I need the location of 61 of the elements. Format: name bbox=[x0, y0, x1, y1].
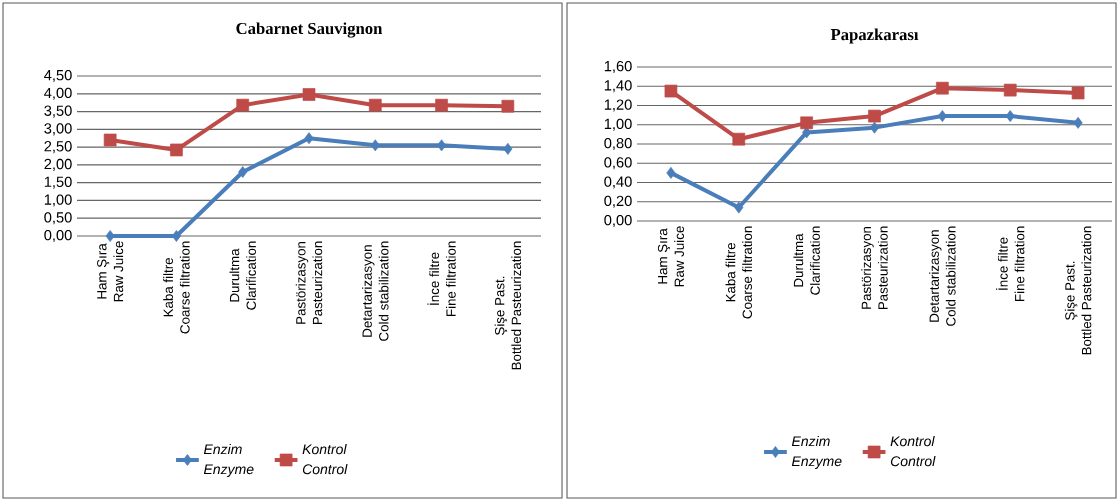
legend-label: Kontrol Control bbox=[890, 435, 936, 467]
y-tick-label: 1,20 bbox=[604, 99, 632, 112]
y-tick-label: 0,80 bbox=[604, 137, 632, 151]
x-tick-label: Şişe Past. Bottled Pasteurization bbox=[494, 241, 522, 370]
point bbox=[1071, 86, 1085, 100]
point bbox=[937, 110, 947, 123]
point bbox=[503, 142, 513, 155]
y-tick-label: 1,40 bbox=[604, 80, 632, 93]
x-tick-label: Pastörizasyon Pasteurization bbox=[295, 241, 323, 325]
x-tick-label: Kaba filtre Coarse filtration bbox=[163, 241, 190, 334]
point bbox=[435, 98, 448, 112]
y-tick-label: 4,00 bbox=[44, 87, 72, 100]
point bbox=[734, 201, 744, 214]
x-tick-label: Durultma Clarification bbox=[793, 226, 820, 295]
x-tick-label: Pastörizasyon Pasteurization bbox=[861, 226, 888, 310]
x-tick-label: Detartarizasyon Cold stabilization bbox=[929, 226, 956, 326]
point bbox=[238, 166, 248, 178]
y-tick-label: 0,60 bbox=[604, 157, 632, 170]
point bbox=[236, 98, 250, 112]
y-tick-label: 1,60 bbox=[604, 60, 632, 74]
point bbox=[368, 98, 382, 112]
point bbox=[1003, 83, 1017, 97]
point bbox=[936, 81, 949, 95]
y-tick-label: 2,00 bbox=[44, 158, 72, 171]
y-tick-label: 1,00 bbox=[604, 118, 632, 131]
x-tick-label: İnce filtre Fine filtration bbox=[427, 241, 456, 316]
y-tick-label: 0,00 bbox=[604, 214, 632, 228]
point bbox=[501, 99, 515, 113]
y-tick-label: 2,50 bbox=[44, 141, 72, 154]
point bbox=[800, 116, 813, 130]
x-tick-label: Durultma Clarification bbox=[229, 241, 256, 310]
legend-label: Kontrol Control bbox=[302, 443, 348, 475]
point bbox=[664, 84, 678, 98]
legend-label: Enzim Enzyme bbox=[203, 443, 254, 477]
point bbox=[304, 132, 314, 145]
x-tick-label: Ham Şıra Raw Juice bbox=[97, 241, 124, 302]
chart-title: Papazkarası bbox=[830, 28, 919, 44]
point bbox=[666, 166, 676, 179]
y-tick-label: 1,50 bbox=[44, 176, 72, 189]
x-tick-label: Detartarizasyon Cold stabilization bbox=[362, 241, 389, 341]
y-tick-label: 1,00 bbox=[44, 194, 72, 207]
point bbox=[732, 132, 746, 146]
y-tick-label: 0,50 bbox=[44, 212, 72, 225]
point bbox=[302, 88, 316, 101]
x-tick-label: Şişe Past. Bottled Pasteurization bbox=[1064, 226, 1092, 355]
point bbox=[103, 133, 117, 147]
y-tick-label: 0,00 bbox=[44, 229, 72, 243]
y-tick-label: 0,20 bbox=[604, 195, 632, 208]
y-tick-label: 0,40 bbox=[604, 176, 632, 189]
point bbox=[170, 143, 183, 157]
x-tick-label: İnce filtre Fine filtration bbox=[996, 226, 1025, 301]
point bbox=[370, 139, 380, 152]
y-tick-label: 4,50 bbox=[44, 69, 72, 83]
legend-label: Enzim Enzyme bbox=[791, 435, 842, 469]
point bbox=[868, 109, 881, 123]
y-tick-label: 3,50 bbox=[44, 105, 72, 118]
x-tick-label: Ham Şıra Raw Juice bbox=[657, 226, 684, 287]
chart-title: Cabarnet Sauvignon bbox=[236, 22, 383, 38]
point bbox=[1073, 116, 1083, 129]
x-tick-label: Kaba filtre Coarse filtration bbox=[725, 226, 753, 319]
y-tick-label: 3,00 bbox=[44, 123, 72, 136]
